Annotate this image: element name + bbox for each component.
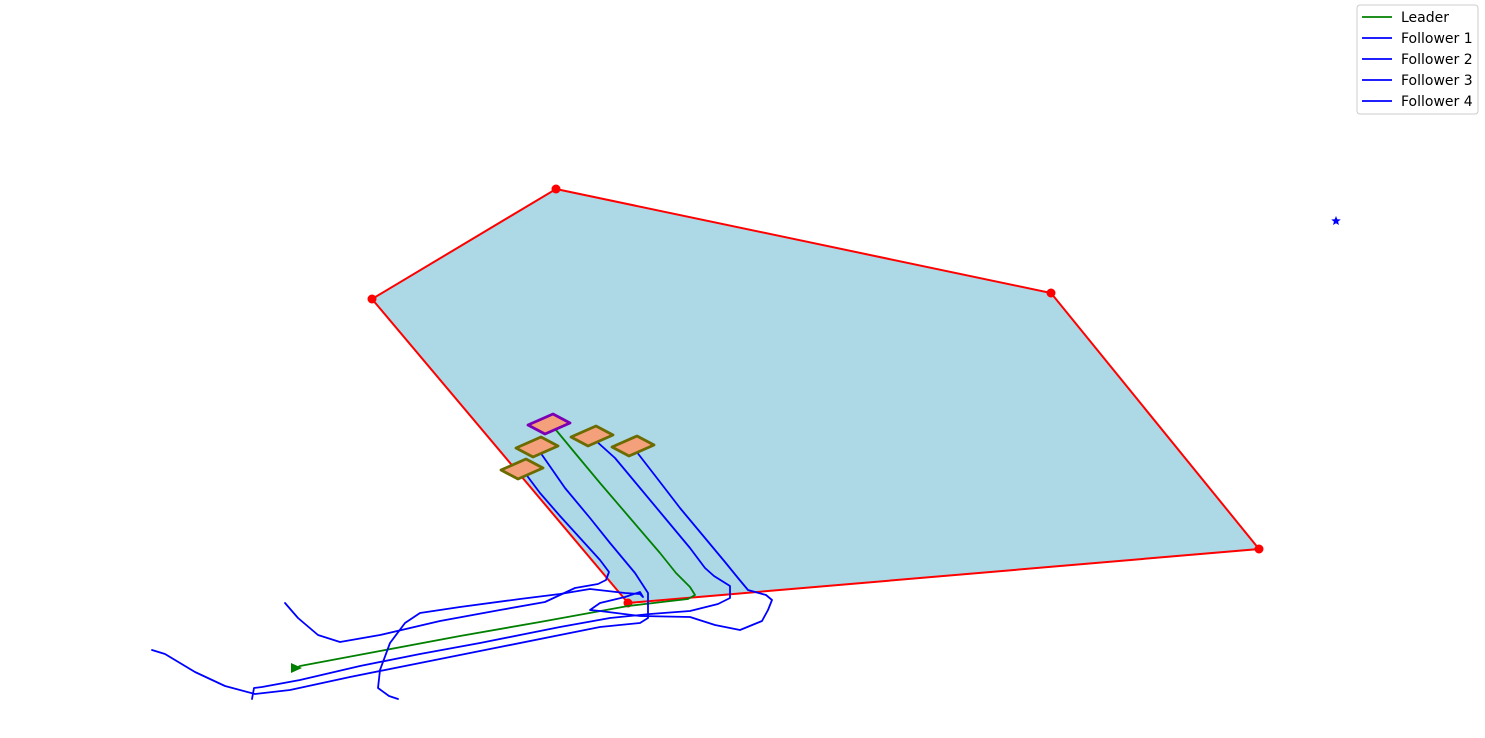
region-vertex-2 <box>1046 288 1056 298</box>
legend: Leader Follower 1 Follower 2 Follower 3 Foll… <box>1356 4 1479 115</box>
legend-label-4: Follower 3 <box>1401 73 1473 89</box>
formation-markers <box>499 412 656 481</box>
series-line-leader <box>295 424 696 669</box>
series-line-follower-3 <box>251 439 731 700</box>
series-line-follower-1 <box>284 472 610 643</box>
goal-star-icon <box>1331 216 1341 226</box>
series-line-follower-4 <box>377 450 773 700</box>
region-vertex-3 <box>1254 544 1264 554</box>
legend-label-3: Follower 2 <box>1401 52 1473 68</box>
legend-label-5: Follower 4 <box>1401 94 1473 110</box>
region-polygon <box>367 184 1264 608</box>
trajectory-lines <box>151 424 773 700</box>
region-fill <box>370 187 1261 605</box>
goal-marker <box>1331 216 1341 226</box>
follower-marker-4 <box>610 434 656 458</box>
leader-marker <box>526 412 572 436</box>
series-line-follower-2 <box>151 451 649 695</box>
follower-marker-3 <box>569 424 615 448</box>
region-vertex-1 <box>551 184 561 194</box>
follower-marker-2 <box>499 457 545 481</box>
legend-label-2: Follower 1 <box>1401 31 1473 47</box>
leader-start-marker <box>291 663 302 673</box>
legend-label-1: Leader <box>1401 10 1449 26</box>
legend-frame <box>1356 4 1479 115</box>
region-vertex-5 <box>367 294 377 304</box>
follower-marker-1 <box>514 435 560 459</box>
